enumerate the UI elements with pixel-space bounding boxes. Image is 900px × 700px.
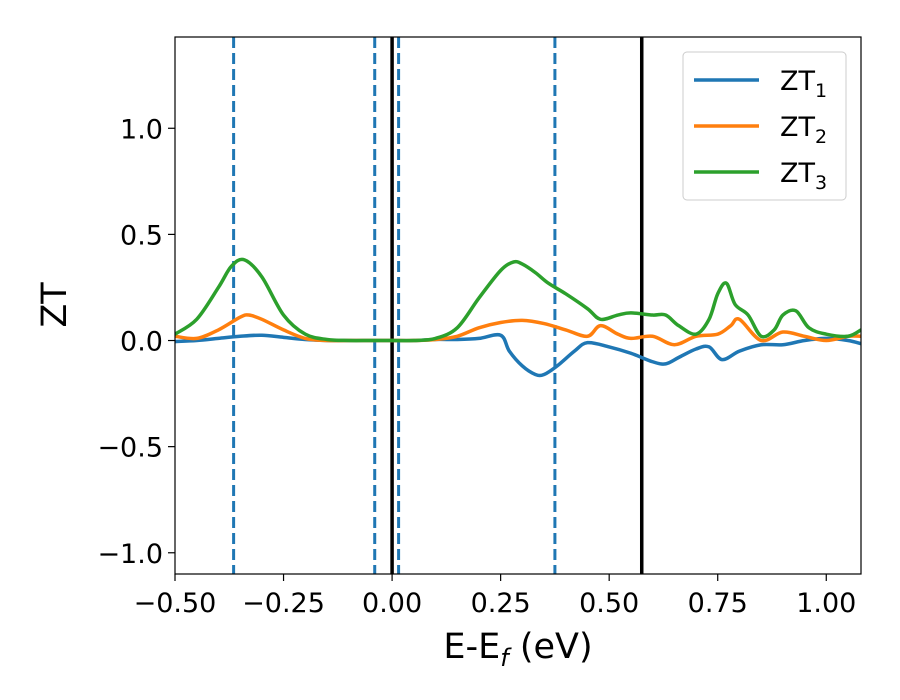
x-axis-title: E-Ef (eV) [443, 627, 592, 672]
x-tick-label: 0.00 [362, 588, 422, 619]
x-tick-label: −0.50 [134, 588, 217, 619]
x-tick-label: −0.25 [242, 588, 325, 619]
x-tick-label: 0.75 [688, 588, 748, 619]
series-line-zt2 [175, 313, 861, 347]
x-tick-label: 1.00 [796, 588, 856, 619]
plot-frame [174, 36, 862, 575]
legend-label-zt1: ZT1 [780, 66, 827, 102]
y-axis-ticks: −1.0 −0.5 0.0 0.5 1.0 [97, 114, 175, 570]
series-layer [175, 257, 861, 378]
legend-frame [682, 51, 847, 201]
series-line-zt3 [175, 257, 861, 343]
y-axis-title: ZT [35, 282, 75, 328]
x-axis-title-unit: (eV) [509, 627, 593, 667]
legend-label-zt2: ZT2 [780, 112, 827, 148]
y-tick-label: −1.0 [97, 539, 163, 570]
x-axis-ticks: −0.50 −0.25 0.00 0.25 0.50 0.75 1.00 [134, 574, 856, 619]
x-tick-label: 0.50 [579, 588, 639, 619]
x-tick-label: 0.25 [471, 588, 531, 619]
legend-label-zt3: ZT3 [780, 158, 827, 194]
y-tick-label: 1.0 [120, 114, 163, 145]
vertical-reference-lines [232, 37, 644, 574]
y-tick-label: 0.0 [120, 327, 163, 358]
legend: ZT1 ZT2 ZT3 [682, 51, 847, 201]
y-tick-label: 0.5 [120, 220, 163, 251]
y-tick-label: −0.5 [97, 433, 163, 464]
